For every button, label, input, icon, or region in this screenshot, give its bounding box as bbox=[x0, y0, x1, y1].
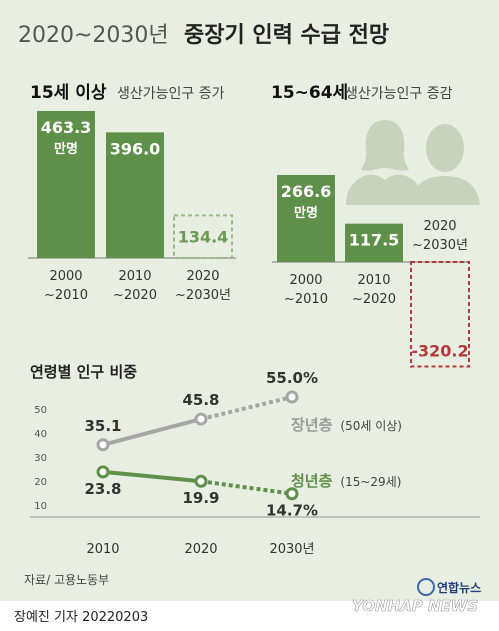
title-years: 2020~2030년 bbox=[18, 23, 169, 48]
page-title: 중장기 인력 수급 전망 bbox=[184, 23, 389, 48]
left-bar-category-label: ~2020 bbox=[113, 288, 157, 303]
right-bar bbox=[345, 223, 403, 262]
left-bar bbox=[37, 111, 95, 258]
line-x-tick-label: 2010 bbox=[86, 542, 119, 557]
right-bar-unit-label: 만명 bbox=[294, 205, 318, 221]
right-bar-category-label: ~2030년 bbox=[412, 238, 468, 253]
right-panel-heading: 15~64세 생산가능인구 증감 bbox=[271, 83, 453, 103]
line-series-label: 청년층 (15~29세) bbox=[291, 472, 401, 490]
left-bar-category-label: 2020 bbox=[186, 269, 219, 284]
line-x-tick-label: 2030년 bbox=[269, 542, 314, 557]
left-bar-category-label: ~2030년 bbox=[175, 288, 231, 303]
left-panel-heading: 15세 이상 생산가능인구 증가 bbox=[30, 83, 225, 103]
line-point bbox=[194, 412, 208, 426]
line-point bbox=[285, 390, 299, 404]
right-bar-category-label: 2020 bbox=[423, 219, 456, 234]
source-text: 자료/ 고용노동부 bbox=[24, 573, 109, 587]
left-bar-value-label: 463.3 bbox=[41, 118, 92, 137]
line-series-segment bbox=[102, 469, 202, 484]
line-series-projected-segment bbox=[200, 479, 293, 496]
yonhap-logo: 연합뉴스 YONHAP NEWS bbox=[352, 578, 481, 615]
right-bar-category-label: 2000 bbox=[289, 273, 322, 288]
left-bar-category-label: 2000 bbox=[49, 269, 82, 284]
line-series-segment bbox=[102, 417, 202, 447]
line-point-label: 55.0% bbox=[266, 369, 318, 387]
left-heading-rest: 생산가능인구 증가 bbox=[117, 86, 225, 102]
left-bar-value-label: 134.4 bbox=[178, 228, 229, 247]
right-bar-value-label: 117.5 bbox=[349, 231, 400, 250]
left-bar-value-label: 396.0 bbox=[110, 139, 161, 158]
line-point bbox=[96, 465, 110, 479]
line-point-label: 19.9 bbox=[182, 489, 219, 507]
right-bar-category-label: ~2020 bbox=[352, 292, 396, 307]
left-heading-bold: 15세 이상 bbox=[30, 83, 107, 103]
yonhap-logo-mark-icon bbox=[417, 578, 435, 596]
footer-bar bbox=[0, 601, 499, 631]
line-y-tick-label: 10 bbox=[34, 501, 47, 512]
left-bar-unit-label: 만명 bbox=[54, 141, 78, 157]
brand-name-ko: 연합뉴스 bbox=[437, 580, 481, 595]
line-point-label: 35.1 bbox=[84, 417, 121, 435]
line-point-label: 23.8 bbox=[84, 480, 121, 498]
line-x-tick-label: 2020 bbox=[184, 542, 217, 557]
line-series-label: 장년층 (50세 이상) bbox=[291, 416, 402, 434]
line-point bbox=[194, 474, 208, 488]
man-silhouette-icon bbox=[410, 124, 480, 205]
line-series-projected-segment bbox=[200, 395, 293, 422]
line-y-tick-label: 40 bbox=[34, 429, 47, 440]
line-section-title: 연령별 인구 비중 bbox=[30, 363, 137, 381]
left-bar bbox=[106, 132, 164, 258]
line-point bbox=[285, 487, 299, 501]
credit-text: 장예진 기자 20220203 bbox=[14, 610, 148, 625]
line-point bbox=[96, 438, 110, 452]
woman-silhouette-icon bbox=[346, 120, 424, 205]
right-bar bbox=[277, 175, 335, 262]
infographic-card bbox=[0, 0, 499, 601]
right-heading-bold: 15~64세 bbox=[271, 83, 348, 103]
right-heading-rest: 생산가능인구 증감 bbox=[345, 86, 453, 102]
line-point-label: 45.8 bbox=[182, 391, 219, 409]
right-bar-negative bbox=[410, 261, 470, 368]
left-bar-category-label: ~2010 bbox=[44, 288, 88, 303]
brand-name-en: YONHAP NEWS bbox=[352, 597, 478, 615]
right-bar-category-label: 2010 bbox=[357, 273, 390, 288]
right-bar-value-label: -320.2 bbox=[411, 341, 468, 360]
right-bar-value-label: 266.6 bbox=[281, 182, 332, 201]
line-y-tick-label: 20 bbox=[34, 477, 47, 488]
line-y-tick-label: 30 bbox=[34, 453, 47, 464]
left-bar-category-label: 2010 bbox=[118, 269, 151, 284]
line-y-tick-label: 50 bbox=[34, 405, 47, 416]
right-bar-category-label: ~2010 bbox=[284, 292, 328, 307]
left-bar-projected bbox=[173, 214, 233, 259]
line-point-label: 14.7% bbox=[266, 502, 318, 520]
